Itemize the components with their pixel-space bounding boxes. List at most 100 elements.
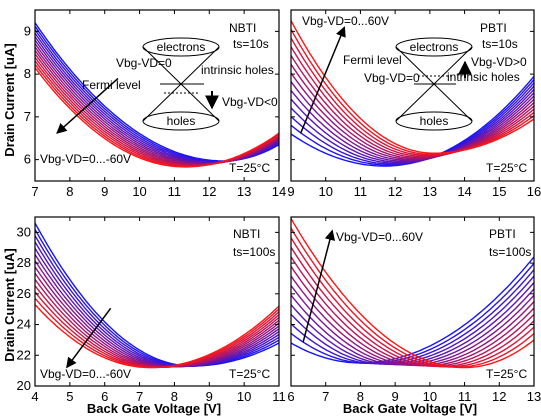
x-tick-label: 8	[171, 389, 178, 404]
y-tick-label: 6	[24, 152, 31, 167]
band-diagram-nbti: electrons holes Vbg-VD=0 Fermi level int…	[82, 37, 278, 131]
x-axis-title-right: Back Gate Voltage [V]	[343, 401, 477, 416]
y-axis-title-bottom: Drain Current [uA]	[2, 248, 17, 361]
sweep-label: Vbg-VD=0...-60V	[40, 152, 131, 166]
series-line	[291, 282, 534, 366]
panel-bottom-right-labels: PBTI ts=100s Vbg-VD=0...60V T=25°C	[336, 227, 531, 381]
x-tick-label: 7	[322, 389, 329, 404]
shift-label: Vbg-VD>0	[471, 55, 527, 69]
series-line	[291, 218, 534, 369]
series-line	[291, 269, 534, 365]
sweep-arrow	[56, 77, 119, 134]
series-line	[291, 37, 534, 156]
series-line	[35, 304, 279, 369]
y-tick-label: 24	[17, 317, 31, 332]
series-line	[35, 229, 279, 367]
intrinsic-holes-label: intrinsic holes	[447, 70, 520, 84]
x-tick-label: 7	[136, 389, 143, 404]
stress-time-label: ts=10s	[482, 37, 518, 51]
panel-top-left-labels: NBTI ts=10s Vbg-VD=0...-60V T=25°C	[40, 21, 270, 175]
y-tick-label: 26	[17, 286, 31, 301]
sweep-arrow	[302, 229, 335, 343]
sweep-arrow	[66, 307, 112, 369]
series-line	[291, 275, 534, 367]
y-axis-title-top: Drain Current [uA]	[2, 43, 17, 156]
holes-label: holes	[420, 114, 449, 128]
plot-frame	[290, 9, 535, 182]
balance-label: Vbg-VD=0	[364, 71, 420, 85]
panel-title: NBTI	[229, 21, 256, 35]
temperature-label: T=25°C	[486, 367, 527, 381]
x-axis-title-left: Back Gate Voltage [V]	[87, 401, 221, 416]
plot-frame	[34, 9, 280, 182]
series-line	[291, 46, 534, 157]
x-tick-label: 6	[101, 389, 108, 404]
y-tick-label: 20	[17, 378, 31, 393]
x-tick-label: 9	[101, 184, 108, 199]
x-tick-label: 6	[287, 389, 294, 404]
electrons-label: electrons	[410, 40, 459, 54]
y-tick-label: 8	[24, 66, 31, 81]
series-line	[291, 63, 534, 159]
panel-bottom-right: 6 7 8 9 10 11 12 13	[287, 216, 541, 404]
series-line	[35, 241, 279, 368]
x-tick-label: 11	[272, 389, 286, 404]
panel-top-left: 7 8 9 10 11 12 13 14 6 7 8 9	[24, 9, 286, 199]
series-line	[291, 20, 534, 154]
x-tick-label: 12	[202, 184, 216, 199]
panel-title: PBTI	[480, 21, 507, 35]
x-tick-label: 8	[357, 389, 364, 404]
curves	[35, 222, 279, 369]
series-line	[35, 67, 279, 168]
x-tick-label: 10	[237, 389, 251, 404]
x-tick-label: 7	[31, 184, 38, 199]
x-tick-label: 13	[423, 184, 437, 199]
temperature-label: T=25°C	[486, 161, 527, 175]
series-line	[291, 55, 534, 158]
x-tick-label: 9	[287, 184, 294, 199]
fermi-level-label: Fermi level	[343, 53, 402, 67]
y-tick-label: 7	[24, 109, 31, 124]
temperature-label: T=25°C	[229, 161, 270, 175]
series-line	[291, 275, 534, 365]
series-line	[35, 222, 279, 367]
x-tick-label: 14	[272, 184, 286, 199]
x-tick-label: 9	[206, 389, 213, 404]
curves	[291, 218, 534, 369]
x-tick-label: 11	[458, 389, 472, 404]
plot-frame	[34, 216, 280, 387]
temperature-label: T=25°C	[229, 367, 270, 381]
x-tick-label: 12	[388, 184, 402, 199]
x-tick-label: 10	[423, 389, 437, 404]
sweep-arrow	[300, 26, 346, 134]
x-tick-label: 9	[392, 389, 399, 404]
series-line	[291, 246, 534, 368]
x-tick-label: 10	[318, 184, 332, 199]
x-tick-label: 4	[31, 389, 38, 404]
series-line	[291, 266, 534, 367]
x-tick-label: 11	[168, 184, 182, 199]
x-tick-label: 8	[66, 184, 73, 199]
series-line	[35, 235, 279, 368]
sweep-label: Vbg-VD=0...-60V	[40, 367, 131, 381]
intrinsic-holes-label: intrinsic holes	[201, 63, 274, 77]
stress-time-label: ts=10s	[233, 37, 269, 51]
sweep-label: Vbg-VD=0...60V	[336, 230, 423, 244]
series-line	[291, 72, 534, 160]
x-tick-label: 12	[492, 389, 506, 404]
y-tick-label: 9	[24, 23, 31, 38]
holes-label: holes	[167, 114, 196, 128]
x-tick-label: 13	[527, 389, 541, 404]
series-line	[291, 81, 534, 161]
series-line	[291, 29, 534, 155]
x-tick-label: 5	[66, 389, 73, 404]
series-line	[291, 237, 534, 368]
stress-time-label: ts=100s	[233, 245, 275, 259]
sweep-label: Vbg-VD=0...60V	[302, 14, 389, 28]
series-line	[35, 247, 279, 368]
series-line	[291, 262, 534, 364]
series-line	[291, 256, 534, 364]
series-line	[291, 89, 534, 162]
y-tick-label: 28	[17, 255, 31, 270]
